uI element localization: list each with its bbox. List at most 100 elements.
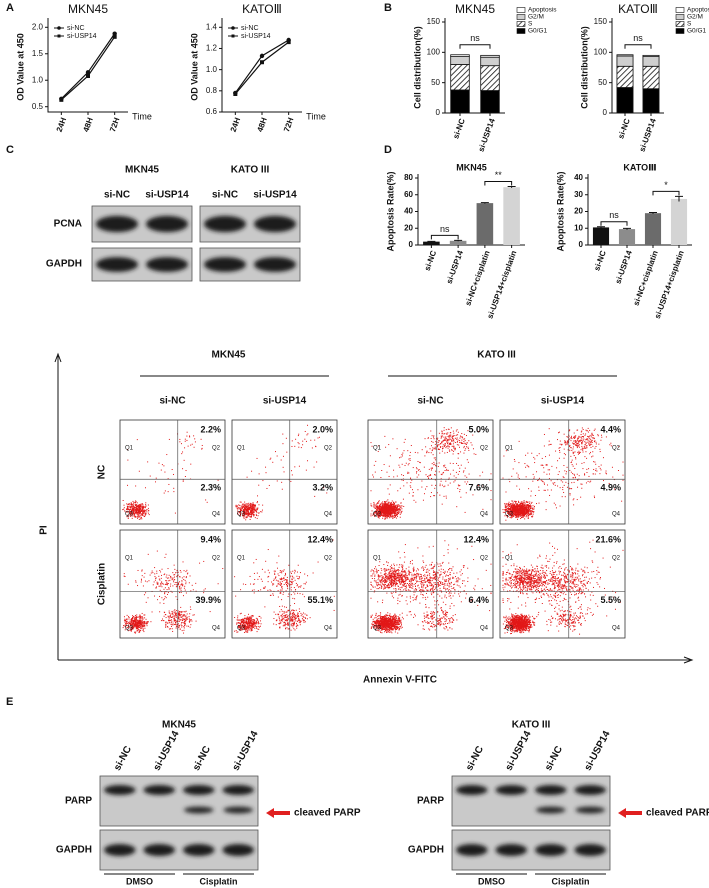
event-dot bbox=[591, 433, 593, 435]
event-dot bbox=[174, 576, 176, 578]
event-dot bbox=[482, 471, 484, 473]
event-dot bbox=[509, 504, 511, 506]
event-dot bbox=[168, 483, 170, 485]
event-dot bbox=[176, 585, 178, 587]
event-dot bbox=[513, 510, 515, 512]
event-dot bbox=[559, 443, 561, 445]
event-dot bbox=[386, 506, 388, 508]
event-dot bbox=[240, 509, 242, 511]
event-dot bbox=[465, 444, 467, 446]
event-dot bbox=[520, 501, 522, 503]
event-dot bbox=[573, 432, 575, 434]
event-dot bbox=[399, 457, 401, 459]
event-dot bbox=[513, 510, 515, 512]
event-dot bbox=[392, 515, 394, 517]
event-dot bbox=[155, 577, 157, 579]
event-dot bbox=[253, 622, 255, 624]
event-dot bbox=[524, 509, 526, 511]
blot-band bbox=[146, 257, 188, 272]
event-dot bbox=[129, 622, 131, 624]
event-dot bbox=[180, 619, 182, 621]
event-dot bbox=[531, 516, 533, 518]
event-dot bbox=[134, 616, 136, 618]
event-dot bbox=[390, 504, 392, 506]
event-dot bbox=[567, 449, 569, 451]
event-dot bbox=[131, 623, 133, 625]
event-dot bbox=[463, 433, 465, 435]
event-dot bbox=[174, 609, 176, 611]
event-dot bbox=[543, 433, 545, 435]
event-dot bbox=[248, 628, 250, 630]
event-dot bbox=[520, 509, 522, 511]
event-dot bbox=[131, 618, 133, 620]
event-dot bbox=[504, 511, 506, 513]
event-dot bbox=[577, 443, 579, 445]
event-dot bbox=[140, 630, 142, 632]
event-dot bbox=[509, 514, 511, 516]
event-dot bbox=[138, 506, 140, 508]
quadrant-label: Q3 bbox=[373, 512, 382, 518]
event-dot bbox=[441, 450, 443, 452]
event-dot bbox=[129, 511, 131, 513]
event-dot bbox=[531, 501, 533, 503]
event-dot bbox=[160, 577, 162, 579]
event-dot bbox=[554, 482, 556, 484]
event-dot bbox=[166, 580, 168, 582]
event-dot bbox=[390, 506, 392, 508]
event-dot bbox=[142, 505, 144, 507]
event-dot bbox=[551, 465, 553, 467]
event-dot bbox=[445, 436, 447, 438]
event-dot bbox=[593, 438, 595, 440]
event-dot bbox=[247, 618, 249, 620]
event-dot bbox=[562, 481, 564, 483]
event-dot bbox=[532, 511, 534, 513]
event-dot bbox=[373, 511, 375, 513]
event-dot bbox=[183, 626, 185, 628]
event-dot bbox=[186, 569, 188, 571]
event-dot bbox=[432, 441, 434, 443]
event-dot bbox=[463, 438, 465, 440]
event-dot bbox=[258, 504, 260, 506]
event-dot bbox=[443, 439, 445, 441]
event-dot bbox=[548, 478, 550, 480]
event-dot bbox=[237, 619, 239, 621]
event-dot bbox=[463, 452, 465, 454]
event-dot bbox=[139, 623, 141, 625]
event-dot bbox=[438, 444, 440, 446]
event-dot bbox=[135, 616, 137, 618]
event-dot bbox=[256, 501, 258, 503]
event-dot bbox=[174, 574, 176, 576]
event-dot bbox=[528, 509, 530, 511]
event-dot bbox=[580, 431, 582, 433]
event-dot bbox=[243, 511, 245, 513]
event-dot bbox=[133, 504, 135, 506]
event-dot bbox=[249, 621, 251, 623]
event-dot bbox=[511, 515, 513, 517]
event-dot bbox=[524, 514, 526, 516]
event-dot bbox=[166, 593, 168, 595]
event-dot bbox=[590, 446, 592, 448]
event-dot bbox=[564, 442, 566, 444]
event-dot bbox=[559, 440, 561, 442]
event-dot bbox=[254, 504, 256, 506]
event-dot bbox=[132, 615, 134, 617]
event-dot bbox=[256, 619, 258, 621]
event-dot bbox=[391, 500, 393, 502]
event-dot bbox=[387, 507, 389, 509]
event-dot bbox=[283, 569, 285, 571]
event-dot bbox=[136, 507, 138, 509]
event-dot bbox=[609, 444, 611, 446]
bar-segment bbox=[450, 89, 470, 114]
event-dot bbox=[571, 482, 573, 484]
event-dot bbox=[448, 477, 450, 479]
event-dot bbox=[567, 441, 569, 443]
event-dot bbox=[416, 471, 418, 473]
event-dot bbox=[159, 570, 161, 572]
event-dot bbox=[138, 629, 140, 631]
event-dot bbox=[128, 622, 130, 624]
event-dot bbox=[189, 436, 191, 438]
event-dot bbox=[529, 513, 531, 515]
event-dot bbox=[513, 511, 515, 513]
event-dot bbox=[516, 513, 518, 515]
event-dot bbox=[249, 616, 251, 618]
